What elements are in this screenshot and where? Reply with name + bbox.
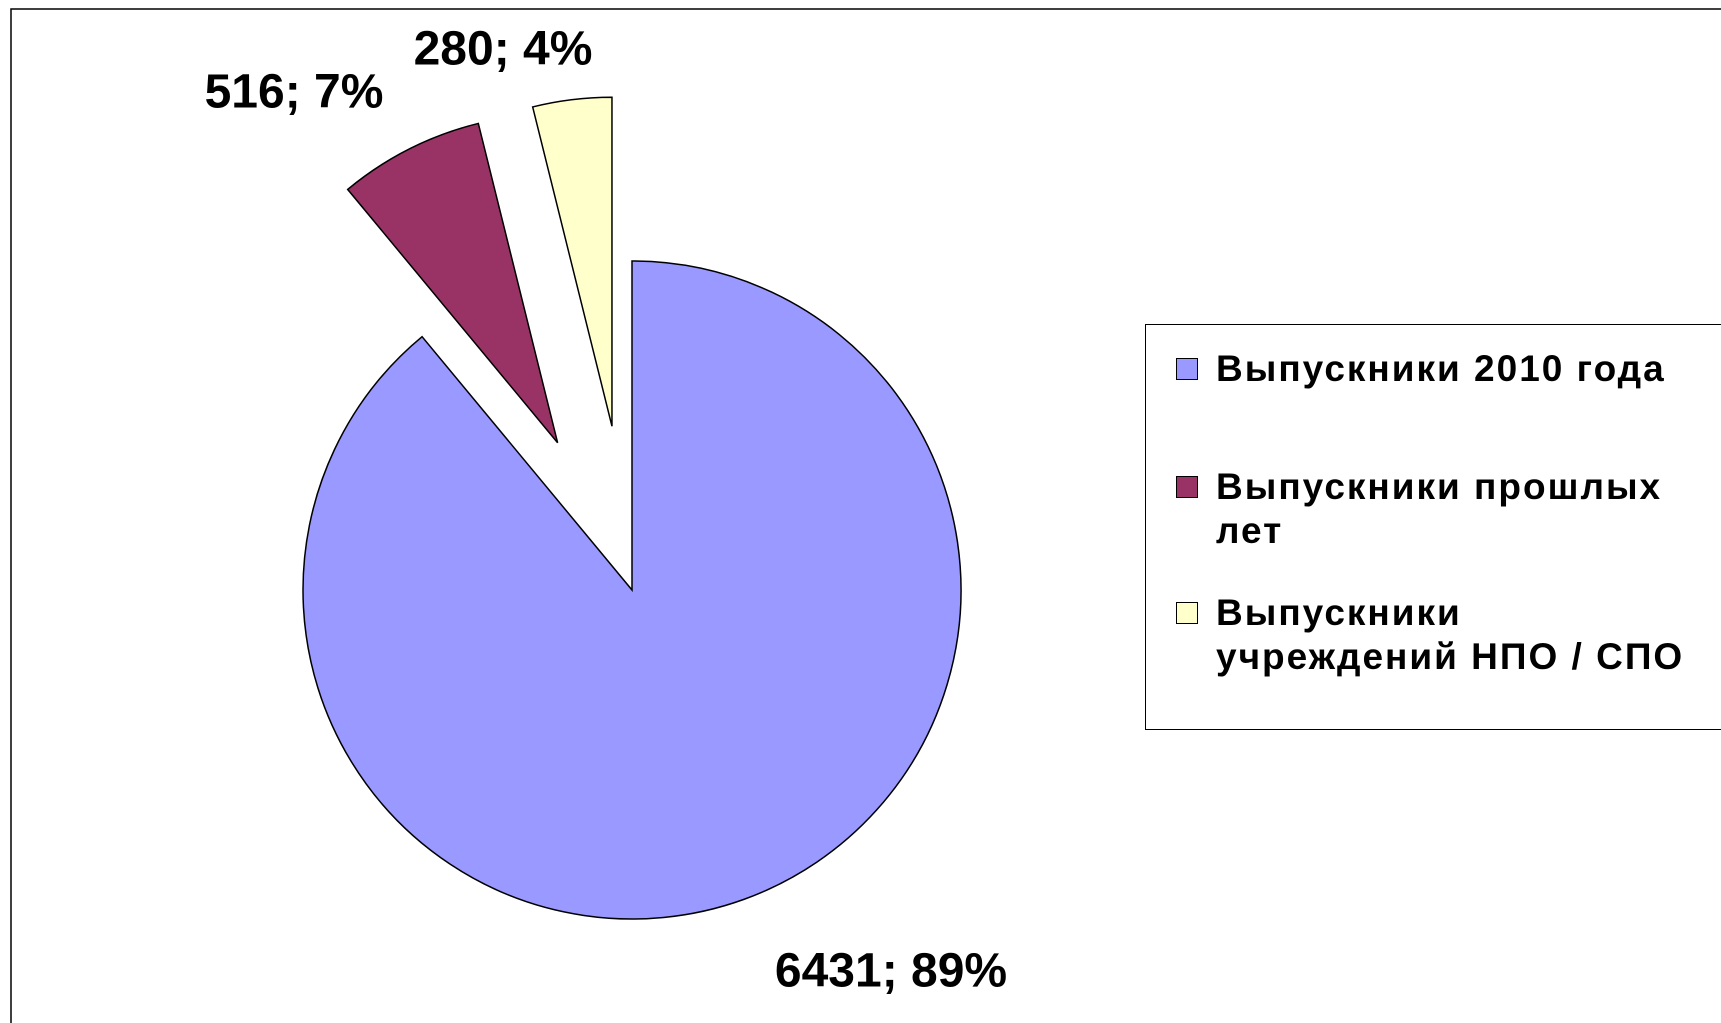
legend-label: Выпускники прошлых лет	[1216, 466, 1663, 551]
legend-label: Выпускники учреждений НПО / СПО	[1216, 592, 1685, 677]
legend: Выпускники 2010 года Выпускники прошлых л…	[1145, 324, 1721, 730]
legend-label: Выпускники 2010 года	[1216, 348, 1666, 389]
legend-item: Выпускники учреждений НПО / СПО	[1176, 591, 1706, 679]
legend-swatch	[1176, 602, 1198, 624]
pie-slice	[302, 260, 962, 920]
pie-slice	[531, 96, 613, 427]
legend-item: Выпускники прошлых лет	[1176, 465, 1706, 553]
legend-item: Выпускники 2010 года	[1176, 347, 1706, 391]
data-label: 280; 4%	[414, 23, 593, 76]
chart-frame	[10, 8, 1721, 1023]
legend-swatch	[1176, 476, 1198, 498]
pie-slice	[346, 122, 559, 444]
data-label: 6431; 89%	[775, 945, 1007, 998]
legend-swatch	[1176, 358, 1198, 380]
data-label: 516; 7%	[205, 66, 384, 119]
